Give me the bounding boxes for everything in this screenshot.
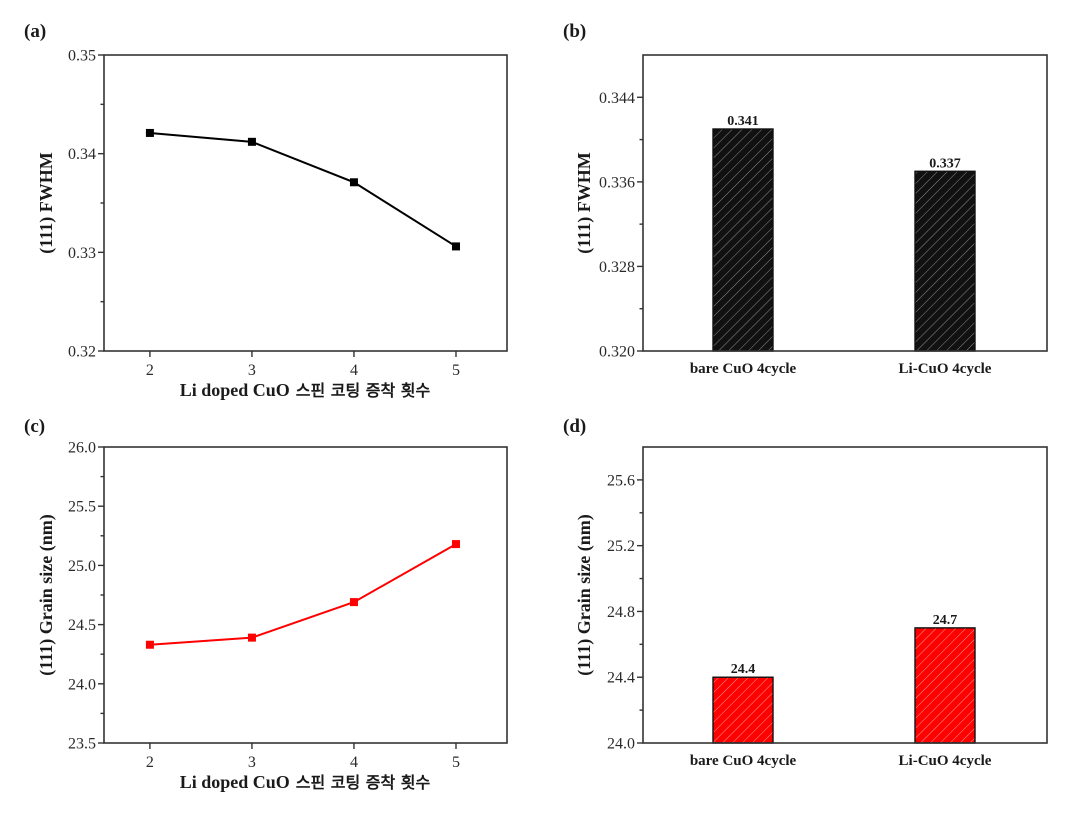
y-tick-label-b: 0.344 xyxy=(599,90,635,107)
y-tick-label-c: 26.0 xyxy=(68,440,96,457)
y-tick-label-d: 25.6 xyxy=(607,472,635,489)
panel-label-d: (d) xyxy=(563,416,586,437)
y-axis-title-a: (111) FWHM xyxy=(36,152,57,254)
panel-c: (c) (111) Grain size (nm) Li doped CuO 스핀… xyxy=(24,416,508,792)
y-tick-label-a: 0.33 xyxy=(68,245,96,262)
series-line-c xyxy=(149,543,457,646)
category-label-b-0: bare CuO 4cycle xyxy=(690,361,797,377)
x-axis-title-a: Li doped CuO 스핀 코팅 증착 횟수 xyxy=(180,380,431,400)
x-axis-title-a-korean: 스핀 코팅 증착 횟수 xyxy=(296,381,431,400)
y-axis-title-c: (111) Grain size (nm) xyxy=(36,514,57,675)
data-point-a-3 xyxy=(451,242,460,251)
bar-d-0 xyxy=(712,676,774,744)
x-axis-title-c-latin: Li doped CuO xyxy=(180,772,290,792)
panel-a: (a) (111) FWHM Li doped CuO 스핀 코팅 증착 횟수 0… xyxy=(24,21,508,400)
y-tick-label-b: 0.336 xyxy=(599,174,635,191)
x-tick-label-a: 2 xyxy=(146,362,154,379)
bar-value-label-d-0: 24.4 xyxy=(731,662,756,677)
category-label-b-1: Li-CuO 4cycle xyxy=(899,361,992,377)
plot-frame-d xyxy=(642,446,1048,744)
series-line-a xyxy=(149,131,457,248)
plot-frame-b xyxy=(642,54,1048,352)
data-point-a-0 xyxy=(145,128,154,137)
y-tick-label-a: 0.35 xyxy=(68,48,96,65)
bar-b-0 xyxy=(712,128,774,352)
panel-label-c: (c) xyxy=(24,416,45,437)
x-tick-label-c: 2 xyxy=(146,754,154,771)
y-tick-label-d: 24.8 xyxy=(607,604,635,621)
x-axis-title-c-korean: 스핀 코팅 증착 횟수 xyxy=(296,773,431,792)
y-tick-label-d: 25.2 xyxy=(607,538,635,555)
category-label-d-0: bare CuO 4cycle xyxy=(690,753,797,769)
bar-b-1 xyxy=(914,170,976,352)
data-point-a-1 xyxy=(247,137,256,146)
data-point-c-3 xyxy=(451,540,460,549)
y-tick-label-d: 24.4 xyxy=(607,670,635,687)
bar-d-1 xyxy=(914,627,976,744)
x-axis-title-a-latin: Li doped CuO xyxy=(180,380,290,400)
x-tick-label-c: 3 xyxy=(248,754,256,771)
y-tick-label-b: 0.328 xyxy=(599,259,635,276)
y-tick-label-a: 0.34 xyxy=(68,146,96,163)
x-tick-label-c: 4 xyxy=(350,754,358,771)
plot-frame-c xyxy=(103,446,508,744)
data-point-c-0 xyxy=(145,640,154,649)
x-tick-label-a: 4 xyxy=(350,362,358,379)
data-point-c-1 xyxy=(247,633,256,642)
panel-label-a: (a) xyxy=(24,21,46,42)
data-point-c-2 xyxy=(349,598,358,607)
y-tick-label-c: 24.0 xyxy=(68,676,96,693)
y-axis-title-d: (111) Grain size (nm) xyxy=(574,514,595,675)
panel-b: (b) (111) FWHM 0.341 bare CuO 4cycle 0.337… xyxy=(563,21,1048,377)
data-point-a-2 xyxy=(349,178,358,187)
x-axis-title-c: Li doped CuO 스핀 코팅 증착 횟수 xyxy=(180,772,431,792)
bar-value-label-b-1: 0.337 xyxy=(929,156,961,171)
x-tick-label-a: 3 xyxy=(248,362,256,379)
y-tick-label-c: 24.5 xyxy=(68,617,96,634)
panel-d: (d) (111) Grain size (nm) 24.4 bare CuO 4… xyxy=(563,416,1048,769)
y-tick-label-a: 0.32 xyxy=(68,344,96,361)
plot-frame-a xyxy=(103,54,508,352)
x-tick-label-c: 5 xyxy=(452,754,460,771)
y-tick-label-c: 25.0 xyxy=(68,558,96,575)
y-tick-label-c: 25.5 xyxy=(68,499,96,516)
panel-label-b: (b) xyxy=(563,21,586,42)
bar-value-label-b-0: 0.341 xyxy=(727,114,759,129)
x-tick-label-a: 5 xyxy=(452,362,460,379)
category-label-d-1: Li-CuO 4cycle xyxy=(899,753,992,769)
bar-value-label-d-1: 24.7 xyxy=(933,613,958,628)
y-tick-label-d: 24.0 xyxy=(607,736,635,753)
y-tick-label-b: 0.320 xyxy=(599,344,635,361)
y-axis-title-b: (111) FWHM xyxy=(574,152,595,254)
y-tick-label-c: 23.5 xyxy=(68,736,96,753)
